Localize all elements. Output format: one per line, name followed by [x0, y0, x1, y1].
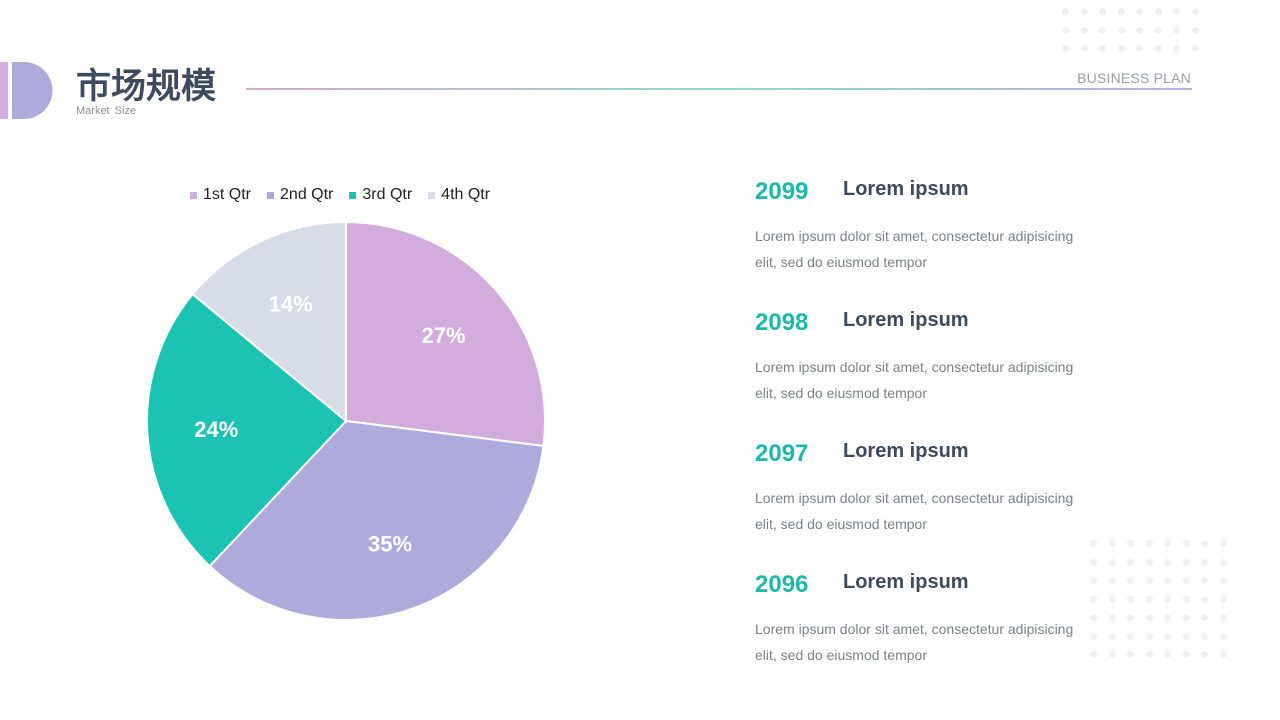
pie-label-q2: 35%	[368, 531, 412, 556]
info-heading: Lorem ipsum	[843, 309, 969, 331]
info-year: 2099	[755, 178, 809, 205]
info-text: Lorem ipsum dolor sit amet, consectetur …	[755, 228, 1074, 270]
legend-swatch-q4	[428, 191, 436, 199]
info-heading: Lorem ipsum	[843, 440, 969, 462]
brand-label: BUSINESS PLAN	[1077, 70, 1191, 86]
legend-item-q1: 1st Qtr	[190, 186, 251, 204]
pie-slice-q1	[345, 220, 546, 448]
title-decoration	[0, 62, 53, 119]
info-item: 2098 Lorem ipsum Lorem ipsum dolor sit a…	[755, 307, 1115, 438]
info-year: 2097	[755, 440, 809, 467]
legend-label-q1: 1st Qtr	[203, 186, 252, 203]
page-title: 市场规模	[76, 67, 217, 107]
info-list: 2099 Lorem ipsum Lorem ipsum dolor sit a…	[755, 176, 1115, 700]
info-item: 2096 Lorem ipsum Lorem ipsum dolor sit a…	[755, 569, 1115, 700]
pie-chart: 27% 35% 24% 14%	[146, 220, 546, 621]
info-item: 2099 Lorem ipsum Lorem ipsum dolor sit a…	[755, 176, 1115, 307]
legend-item-q2: 2nd Qtr	[267, 186, 333, 204]
legend-swatch-q1	[190, 191, 197, 199]
pie-slice-q3	[146, 292, 348, 568]
info-text: Lorem ipsum dolor sit amet, consectetur …	[755, 490, 1074, 532]
decor-dots-top-right	[1062, 8, 1212, 52]
pie-label-q4: 14%	[269, 291, 313, 316]
legend-label-q4: 4th Qtr	[441, 186, 491, 203]
page-subtitle: Market Size	[76, 105, 137, 117]
decor-dots-bottom-right	[1090, 540, 1240, 670]
info-year: 2098	[755, 309, 809, 336]
info-year: 2096	[755, 571, 809, 598]
info-text: Lorem ipsum dolor sit amet, consectetur …	[755, 359, 1074, 401]
pie-slice-q2	[208, 419, 545, 621]
info-text: Lorem ipsum dolor sit amet, consectetur …	[755, 621, 1074, 663]
pie-label-q3: 24%	[194, 417, 238, 442]
legend-item-q4: 4th Qtr	[428, 186, 490, 204]
legend-swatch-q3	[349, 191, 357, 199]
pie-label-q1: 27%	[421, 323, 465, 348]
pie-slice-q4	[191, 220, 347, 424]
legend-item-q3: 3rd Qtr	[349, 186, 412, 204]
legend-label-q2: 2nd Qtr	[280, 186, 334, 203]
info-heading: Lorem ipsum	[843, 178, 969, 200]
header-divider	[246, 88, 1192, 90]
legend-label-q3: 3rd Qtr	[362, 186, 413, 203]
legend-swatch-q2	[267, 191, 275, 199]
chart-legend: 1st Qtr 2nd Qtr 3rd Qtr 4th Qtr	[190, 186, 506, 204]
info-item: 2097 Lorem ipsum Lorem ipsum dolor sit a…	[755, 438, 1115, 569]
info-heading: Lorem ipsum	[843, 571, 969, 593]
